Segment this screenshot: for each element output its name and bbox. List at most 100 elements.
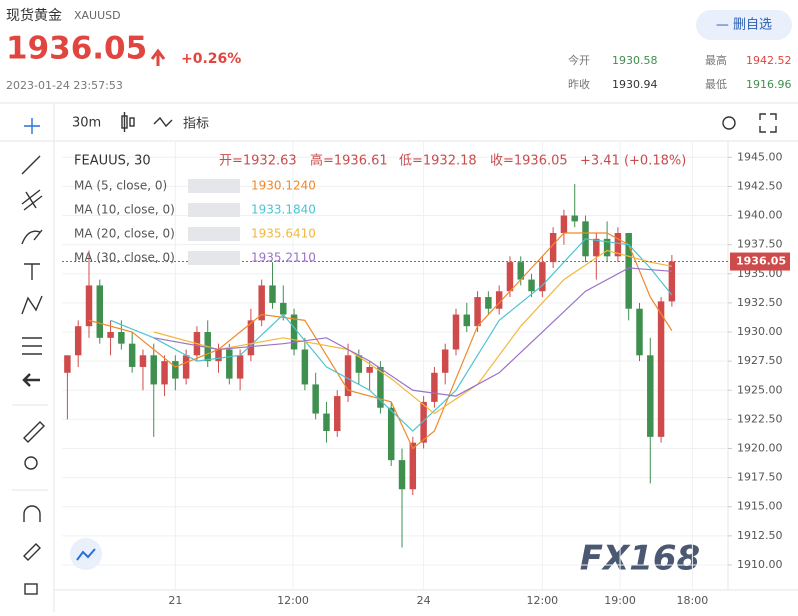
- text-tool[interactable]: [24, 263, 40, 280]
- legend-value: 1933.1840: [251, 203, 316, 217]
- candle-body: [64, 355, 71, 373]
- legend-value: 1935.2110: [251, 251, 316, 265]
- ohlc-open: 开=1932.63: [219, 154, 297, 169]
- y-tick-label: 1930.00: [737, 325, 783, 338]
- indicators-button[interactable]: 指标: [183, 117, 209, 132]
- drawing-toolbar: [21, 118, 45, 595]
- line-tool[interactable]: [21, 155, 41, 175]
- y-tick-label: 1915.00: [737, 500, 783, 513]
- pattern-tool[interactable]: [21, 295, 43, 315]
- x-tick-label: 24: [417, 594, 431, 607]
- y-tick-label: 1940.00: [737, 209, 783, 222]
- legend: FEAUUS, 30 开=1932.63 高=1936.61 低=1932.18…: [74, 153, 686, 265]
- candle-body: [420, 401, 427, 443]
- moving-average-line: [88, 232, 673, 450]
- candle-body: [107, 332, 114, 338]
- interval-button[interactable]: 30m: [72, 116, 101, 131]
- moving-average-line: [110, 238, 673, 432]
- y-tick-label: 1932.50: [737, 296, 783, 309]
- stat-label: 最高: [705, 53, 727, 67]
- y-tick-label: 1937.50: [737, 238, 783, 251]
- candle-body: [355, 355, 363, 373]
- candle-body: [647, 355, 654, 437]
- watermark: FX168: [580, 539, 700, 579]
- y-tick-label: 1945.00: [737, 150, 783, 163]
- candle-body: [431, 372, 438, 402]
- plot-area: [62, 141, 728, 590]
- quote-symbol: XAUUSD: [74, 9, 121, 22]
- candle-body: [571, 215, 578, 222]
- prediction-tool[interactable]: [22, 337, 42, 355]
- candle-body: [269, 285, 276, 303]
- brush-tool[interactable]: [21, 229, 43, 245]
- quote-time: 2023-01-24 23:57:53: [6, 79, 123, 92]
- candle-body: [549, 233, 557, 263]
- button-label: — 删自选: [716, 18, 772, 33]
- candle-body: [215, 349, 222, 362]
- candle-body: [118, 332, 125, 344]
- candle-body: [96, 285, 104, 338]
- candle-body: [139, 355, 147, 367]
- candle-body: [539, 262, 546, 292]
- ohlc-close: 收=1936.05: [490, 154, 568, 169]
- settings-button[interactable]: [722, 116, 736, 130]
- candle-body: [474, 297, 481, 327]
- y-tick-label: 1917.50: [737, 471, 783, 484]
- ohlc-high: 高=1936.61: [310, 153, 388, 169]
- crosshair-tool[interactable]: [24, 118, 40, 134]
- candle-body: [636, 308, 643, 356]
- candle-body: [560, 215, 568, 234]
- candle-body: [150, 355, 157, 385]
- remove-watchlist-button[interactable]: [696, 10, 792, 40]
- quote-name: 现货黄金: [6, 7, 62, 24]
- candle-body: [226, 349, 233, 379]
- candle-body: [366, 366, 373, 373]
- x-tick-label: 18:00: [677, 594, 709, 607]
- ohlc-change: +3.41 (+0.18%): [580, 154, 686, 169]
- back-tool[interactable]: [22, 373, 40, 387]
- lock-drawing-tool[interactable]: [23, 543, 41, 561]
- lock-tool[interactable]: [24, 583, 38, 595]
- candle-body: [85, 285, 93, 327]
- candle-body: [463, 314, 471, 327]
- candle-body: [74, 326, 82, 356]
- magnet-tool[interactable]: [23, 505, 41, 522]
- legend-controls: [188, 251, 240, 265]
- y-tick-label: 1942.50: [737, 179, 783, 192]
- candle-body: [323, 413, 330, 432]
- candle-body: [258, 285, 265, 321]
- candle-body: [398, 460, 406, 490]
- candle-body: [344, 355, 352, 397]
- candle-body: [280, 302, 287, 315]
- y-tick-label: 1912.50: [737, 529, 783, 542]
- candle-body: [172, 361, 179, 379]
- last-price-box: [730, 252, 790, 271]
- fullscreen-button[interactable]: [759, 113, 777, 133]
- x-tick-label: 12:00: [526, 594, 558, 607]
- candle-body: [290, 314, 298, 350]
- ruler-tool[interactable]: [23, 421, 45, 443]
- quote-change: +0.26%: [181, 51, 241, 67]
- candle-body: [506, 262, 514, 292]
- candle-body: [625, 233, 632, 309]
- stat-label: 昨收: [568, 77, 590, 91]
- legend-controls: [188, 227, 240, 241]
- candle-body: [603, 238, 611, 257]
- zoom-tool[interactable]: [24, 456, 38, 470]
- ohlc-low: 低=1932.18: [399, 154, 477, 169]
- candle-body: [301, 349, 309, 385]
- chart-toggle-icon: [76, 548, 96, 561]
- stat-value: 1916.96: [746, 78, 792, 91]
- candle-body: [334, 396, 341, 432]
- x-tick-label: 12:00: [277, 594, 309, 607]
- y-tick-label: 1927.50: [737, 354, 783, 367]
- stat-label: 今开: [568, 53, 590, 67]
- candle-type-button[interactable]: [121, 112, 135, 132]
- y-tick-label: 1920.00: [737, 441, 783, 454]
- candle-body: [409, 442, 417, 490]
- fib-tool[interactable]: [21, 189, 43, 211]
- legend-controls: [188, 203, 240, 217]
- candle-body: [614, 233, 622, 257]
